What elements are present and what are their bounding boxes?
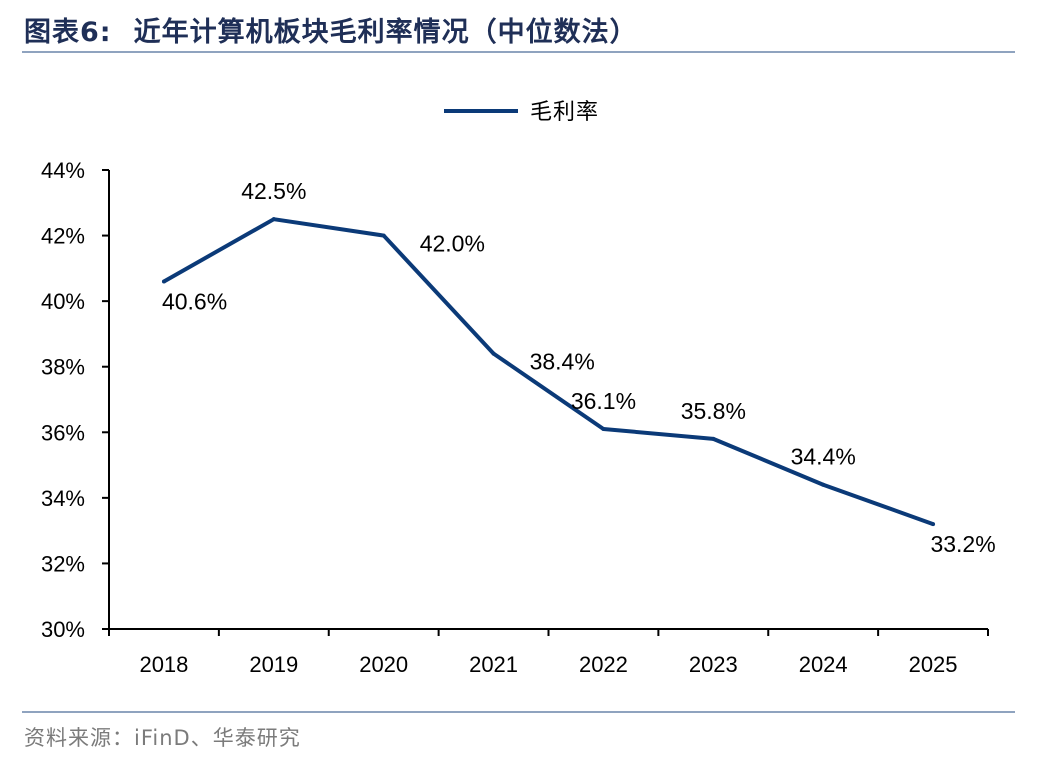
- data-label: 40.6%: [162, 288, 227, 314]
- data-label: 36.1%: [571, 388, 636, 414]
- data-point: [271, 217, 276, 222]
- y-tick-label: 42%: [41, 224, 85, 249]
- data-point: [381, 233, 386, 238]
- data-label: 35.8%: [681, 398, 746, 424]
- x-tick-label: 2025: [909, 652, 958, 677]
- data-point: [711, 436, 716, 441]
- data-label: 42.5%: [241, 178, 306, 204]
- x-tick-label: 2018: [139, 652, 188, 677]
- x-tick-label: 2023: [689, 652, 738, 677]
- data-point: [601, 427, 606, 432]
- y-tick-label: 32%: [41, 551, 85, 576]
- figure-label: 图表6:: [24, 17, 112, 48]
- bottom-divider: [22, 711, 1015, 713]
- y-tick-label: 34%: [41, 486, 85, 511]
- data-point: [161, 279, 166, 284]
- x-tick-label: 2021: [469, 652, 518, 677]
- data-label: 38.4%: [530, 349, 595, 375]
- data-label: 34.4%: [791, 444, 856, 470]
- data-label: 42.0%: [420, 231, 485, 257]
- legend-label: 毛利率: [530, 100, 599, 125]
- data-point: [491, 351, 496, 356]
- y-tick-label: 44%: [41, 158, 85, 183]
- x-tick-label: 2024: [799, 652, 848, 677]
- x-tick-label: 2019: [249, 652, 298, 677]
- source-note: 资料来源：iFinD、华泰研究: [24, 726, 301, 750]
- y-tick-label: 40%: [41, 289, 85, 314]
- y-tick-label: 38%: [41, 355, 85, 380]
- data-point: [931, 522, 936, 527]
- figure-title-text: 近年计算机板块毛利率情况（中位数法）: [133, 17, 638, 48]
- data-label: 33.2%: [930, 531, 995, 557]
- data-point: [821, 482, 826, 487]
- x-tick-label: 2022: [579, 652, 628, 677]
- y-tick-label: 30%: [41, 617, 85, 642]
- figure-title: 图表6: 近年计算机板块毛利率情况（中位数法）: [24, 10, 638, 49]
- top-divider: [22, 51, 1015, 53]
- x-tick-label: 2020: [359, 652, 408, 677]
- series-line: [162, 217, 934, 526]
- y-tick-label: 36%: [41, 420, 85, 445]
